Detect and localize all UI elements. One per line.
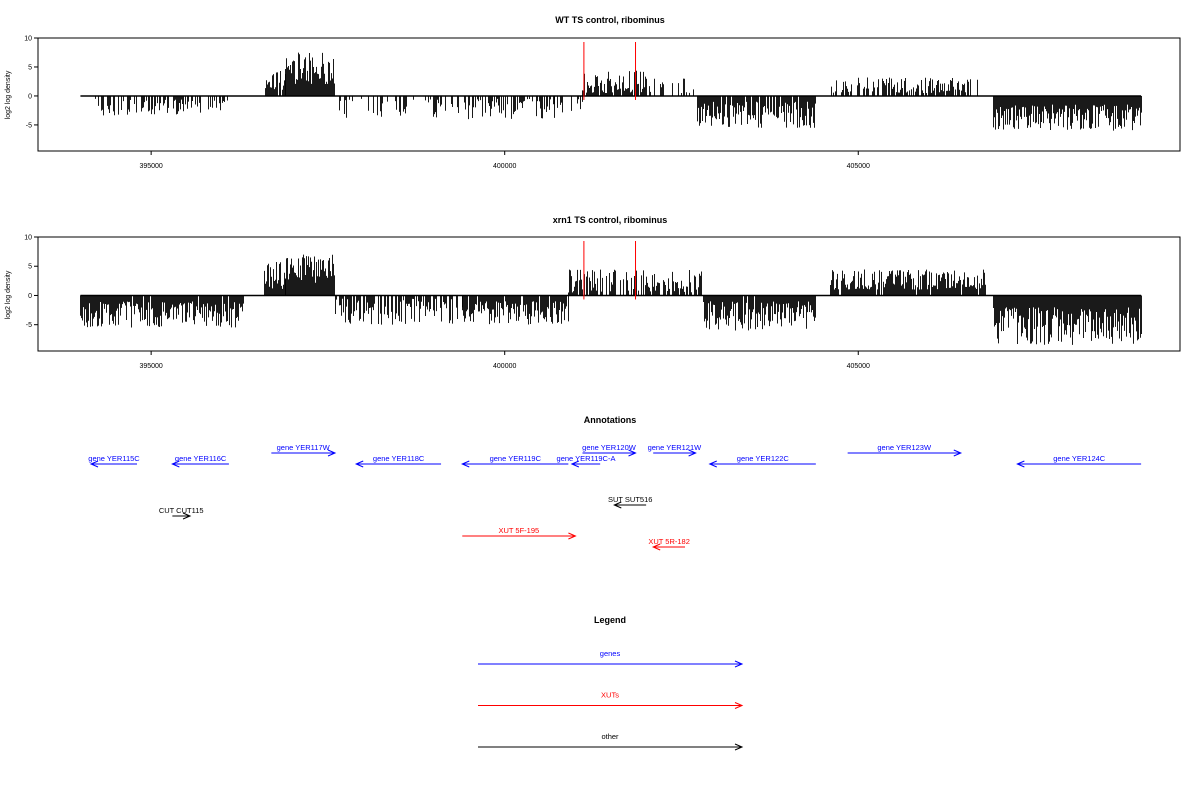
feature-arrow: XUT 5F-195	[462, 526, 577, 540]
feature-label: SUT SUT516	[608, 495, 652, 504]
feature-label: gene YER119C	[490, 454, 542, 463]
feature-label: gene YER123W	[877, 443, 932, 452]
feature-label: gene YER116C	[175, 454, 227, 463]
y-tick-label: 0	[28, 93, 32, 100]
feature-arrow: gene YER117W	[271, 443, 337, 457]
arrow-head	[953, 449, 963, 457]
annotations-title: Annotations	[584, 415, 637, 425]
feature-arrow: CUT CUT115	[159, 506, 204, 520]
arrow-head	[461, 460, 470, 468]
xrn1-density-panel: xrn1 TS control, ribominus log2 log dens…	[5, 215, 1181, 370]
panel-title: WT TS control, ribominus	[555, 15, 665, 25]
feature-label: XUT 5R-182	[648, 537, 690, 546]
x-tick-label: 395000	[139, 163, 162, 170]
arrow-head	[628, 449, 637, 457]
feature-arrow: gene YER121W	[648, 443, 703, 457]
feature-label: gene YER120W	[582, 443, 637, 452]
feature-arrow: gene YER122C	[708, 454, 816, 468]
y-axis-label: log2 log density	[5, 270, 12, 319]
arrow-head	[568, 532, 577, 540]
feature-label: gene YER118C	[373, 454, 425, 463]
feature-arrow: gene YER115C	[88, 454, 140, 468]
feature-label: CUT CUT115	[159, 506, 204, 515]
legend-items: genes XUTs other	[478, 649, 744, 751]
arrow-head	[708, 460, 717, 468]
x-tick-label: 405000	[847, 163, 870, 170]
axes: -5 0 5 10 395000 400000 405000	[24, 36, 1142, 170]
feature-arrow: gene YER120W	[582, 443, 637, 457]
legend-title: Legend	[594, 615, 626, 625]
legend: Legend genes XUTs other	[478, 615, 744, 751]
y-tick-label: 10	[24, 235, 32, 242]
feature-arrow: gene YER118C	[354, 454, 442, 468]
feature-arrow: gene YER119C-A	[557, 454, 616, 468]
feature-arrow: gene YER116C	[171, 454, 229, 468]
feature-label: gene YER124C	[1053, 454, 1106, 463]
wt-density-panel: WT TS control, ribominus log2 log densit…	[5, 15, 1181, 170]
density-bars	[80, 254, 1142, 345]
arrow-head	[171, 460, 180, 468]
y-tick-label: 5	[28, 64, 32, 71]
axes: -5 0 5 10 395000 400000 405000	[24, 235, 1142, 370]
y-tick-label: 0	[28, 293, 32, 300]
feature-label: gene YER117W	[277, 443, 331, 452]
arrow-head	[1016, 460, 1025, 468]
y-tick-label: -5	[26, 322, 32, 329]
density-bars	[95, 52, 1142, 131]
x-tick-label: 405000	[847, 363, 870, 370]
feature-label: XUT 5F-195	[498, 526, 539, 535]
feature-arrows: gene YER115C gene YER116C gene YER117W gene…	[88, 443, 1142, 551]
feature-label: gene YER119C-A	[557, 454, 616, 463]
feature-arrow: XUT 5R-182	[648, 537, 690, 551]
arrow-head	[613, 501, 622, 509]
y-tick-label: -5	[26, 122, 32, 129]
arrow-head	[734, 660, 744, 668]
arrow-head	[89, 460, 99, 468]
arrow-head	[570, 460, 580, 468]
plot-frame	[37, 37, 1181, 152]
arrow-head	[327, 449, 337, 457]
arrow-head	[688, 449, 697, 457]
legend-item: genes	[478, 649, 744, 668]
arrow-head	[354, 460, 364, 468]
feature-label: gene YER122C	[737, 454, 790, 463]
arrow-head	[734, 743, 744, 751]
feature-arrow: gene YER124C	[1016, 454, 1142, 468]
annotations-track: Annotations gene YER115C gene YER116Cgene…	[88, 415, 1142, 551]
feature-arrow: SUT SUT516	[608, 495, 652, 509]
y-axis-label: log2 log density	[5, 70, 12, 119]
x-tick-label: 395000	[139, 363, 162, 370]
legend-item: other	[478, 732, 744, 751]
feature-arrow: gene YER119C	[461, 454, 569, 468]
arrow-head	[651, 543, 661, 551]
legend-label: other	[601, 732, 619, 741]
plot-frame	[37, 236, 1181, 352]
feature-label: gene YER121W	[648, 443, 703, 452]
legend-label: XUTs	[601, 691, 619, 700]
arrow-head	[734, 702, 744, 709]
arrow-head	[182, 512, 192, 520]
x-tick-label: 400000	[493, 363, 516, 370]
legend-label: genes	[600, 649, 621, 658]
feature-arrow: gene YER123W	[847, 443, 963, 457]
feature-label: gene YER115C	[88, 454, 140, 463]
legend-item: XUTs	[478, 691, 744, 709]
panel-title: xrn1 TS control, ribominus	[553, 215, 668, 225]
y-tick-label: 5	[28, 264, 32, 271]
x-tick-label: 400000	[493, 163, 516, 170]
y-tick-label: 10	[24, 36, 32, 43]
